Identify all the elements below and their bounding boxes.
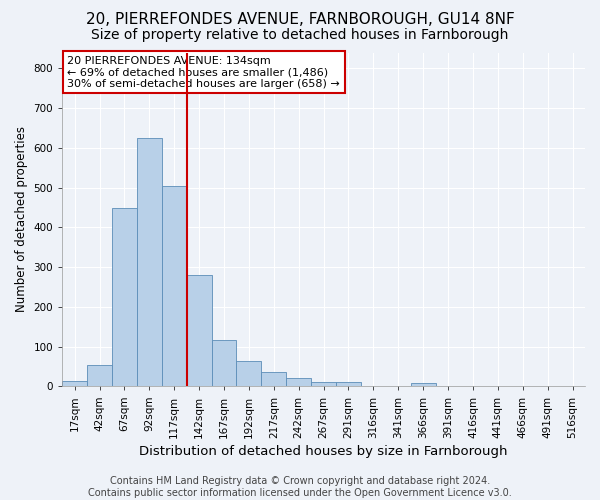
Bar [87, 364, 112, 386]
Y-axis label: Number of detached properties: Number of detached properties [15, 126, 28, 312]
Text: Size of property relative to detached houses in Farnborough: Size of property relative to detached ho… [91, 28, 509, 42]
Bar [286, 378, 311, 386]
Bar [262, 372, 286, 386]
Bar [236, 362, 262, 386]
Bar [411, 383, 436, 386]
Text: 20, PIERREFONDES AVENUE, FARNBOROUGH, GU14 8NF: 20, PIERREFONDES AVENUE, FARNBOROUGH, GU… [86, 12, 514, 28]
X-axis label: Distribution of detached houses by size in Farnborough: Distribution of detached houses by size … [139, 444, 508, 458]
Bar [187, 275, 212, 386]
Bar [336, 382, 361, 386]
Bar [311, 382, 336, 386]
Text: 20 PIERREFONDES AVENUE: 134sqm
← 69% of detached houses are smaller (1,486)
30% : 20 PIERREFONDES AVENUE: 134sqm ← 69% of … [67, 56, 340, 89]
Bar [112, 208, 137, 386]
Bar [137, 138, 162, 386]
Bar [62, 381, 87, 386]
Text: Contains HM Land Registry data © Crown copyright and database right 2024.
Contai: Contains HM Land Registry data © Crown c… [88, 476, 512, 498]
Bar [212, 340, 236, 386]
Bar [162, 186, 187, 386]
